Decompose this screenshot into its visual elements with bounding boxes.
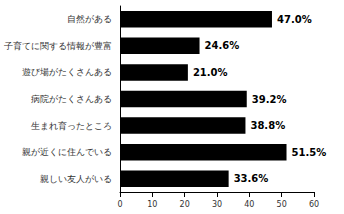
svg-text:親が近くに住んでいる: 親が近くに住んでいる — [22, 147, 112, 157]
svg-text:33.6%: 33.6% — [234, 173, 269, 184]
svg-text:遊び場がたくさんある: 遊び場がたくさんある — [22, 67, 112, 77]
svg-text:病院がたくさんある: 病院がたくさんある — [31, 94, 112, 104]
svg-text:生まれ育ったところ: 生まれ育ったところ — [31, 121, 112, 131]
svg-text:自然がある: 自然がある — [67, 14, 112, 24]
svg-text:39.2%: 39.2% — [252, 94, 287, 105]
svg-text:50: 50 — [277, 200, 287, 209]
svg-text:47.0%: 47.0% — [277, 14, 312, 25]
svg-text:親しい友人がいる: 親しい友人がいる — [40, 174, 112, 184]
svg-text:24.6%: 24.6% — [205, 40, 240, 51]
svg-text:38.8%: 38.8% — [250, 120, 285, 131]
svg-text:30: 30 — [212, 200, 222, 209]
svg-text:51.5%: 51.5% — [292, 147, 327, 158]
svg-text:60: 60 — [309, 200, 319, 209]
svg-text:子育てに関する情報が豊富: 子育てに関する情報が豊富 — [4, 41, 112, 51]
svg-text:10: 10 — [147, 200, 157, 209]
svg-text:0: 0 — [117, 200, 122, 209]
svg-text:20: 20 — [180, 200, 190, 209]
svg-text:21.0%: 21.0% — [193, 67, 228, 78]
svg-text:40: 40 — [244, 200, 254, 209]
